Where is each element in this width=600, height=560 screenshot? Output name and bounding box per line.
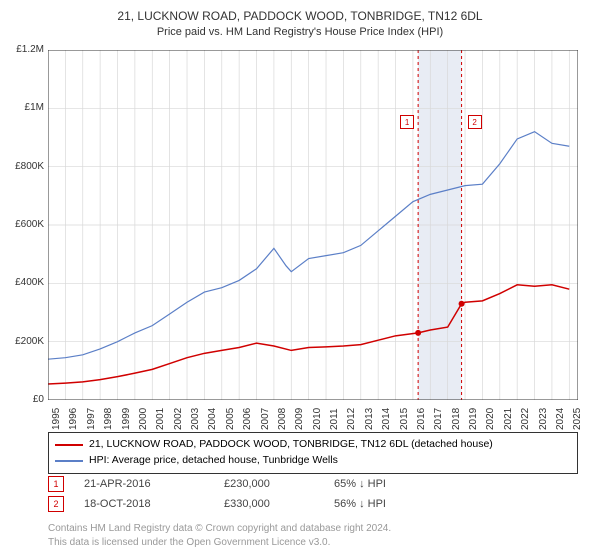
y-tick-label: £600K xyxy=(2,219,44,230)
x-tick-label: 2003 xyxy=(190,408,201,430)
x-tick-label: 2021 xyxy=(503,408,514,430)
chart-area xyxy=(48,50,578,400)
chart-title: 21, LUCKNOW ROAD, PADDOCK WOOD, TONBRIDG… xyxy=(0,8,600,25)
x-tick-label: 2005 xyxy=(225,408,236,430)
x-tick-label: 2013 xyxy=(364,408,375,430)
event-num-2: 2 xyxy=(48,496,64,512)
legend-swatch-property xyxy=(55,444,83,446)
chart-svg xyxy=(48,50,578,400)
y-tick-label: £400K xyxy=(2,277,44,288)
legend-row-property: 21, LUCKNOW ROAD, PADDOCK WOOD, TONBRIDG… xyxy=(55,437,571,453)
x-tick-label: 2001 xyxy=(155,408,166,430)
x-tick-label: 2015 xyxy=(399,408,410,430)
event-pct-2: 56% ↓ HPI xyxy=(334,498,444,510)
x-tick-label: 1997 xyxy=(86,408,97,430)
legend-label-hpi: HPI: Average price, detached house, Tunb… xyxy=(89,453,338,469)
y-tick-label: £0 xyxy=(2,394,44,405)
x-tick-label: 2017 xyxy=(433,408,444,430)
title-block: 21, LUCKNOW ROAD, PADDOCK WOOD, TONBRIDG… xyxy=(0,0,600,40)
x-tick-label: 2002 xyxy=(173,408,184,430)
y-tick-label: £1M xyxy=(2,102,44,113)
marker-box-1: 1 xyxy=(400,115,414,129)
event-date-2: 18-OCT-2018 xyxy=(84,498,224,510)
x-tick-label: 2012 xyxy=(346,408,357,430)
x-tick-label: 2000 xyxy=(138,408,149,430)
event-date-1: 21-APR-2016 xyxy=(84,478,224,490)
x-tick-label: 2014 xyxy=(381,408,392,430)
x-tick-label: 2006 xyxy=(242,408,253,430)
x-tick-label: 2011 xyxy=(329,408,340,430)
footer: Contains HM Land Registry data © Crown c… xyxy=(48,522,391,550)
x-tick-label: 2019 xyxy=(468,408,479,430)
x-tick-label: 2020 xyxy=(485,408,496,430)
event-price-2: £330,000 xyxy=(224,498,334,510)
legend-row-hpi: HPI: Average price, detached house, Tunb… xyxy=(55,453,571,469)
chart-container: 21, LUCKNOW ROAD, PADDOCK WOOD, TONBRIDG… xyxy=(0,0,600,560)
event-price-1: £230,000 xyxy=(224,478,334,490)
x-tick-label: 1998 xyxy=(103,408,114,430)
x-tick-label: 2007 xyxy=(260,408,271,430)
events-table: 1 21-APR-2016 £230,000 65% ↓ HPI 2 18-OC… xyxy=(48,474,444,514)
x-tick-label: 2025 xyxy=(572,408,583,430)
x-tick-label: 2023 xyxy=(538,408,549,430)
x-tick-label: 1995 xyxy=(51,408,62,430)
x-tick-label: 2024 xyxy=(555,408,566,430)
x-tick-label: 2008 xyxy=(277,408,288,430)
x-tick-label: 1999 xyxy=(121,408,132,430)
y-tick-label: £800K xyxy=(2,161,44,172)
x-tick-label: 2010 xyxy=(312,408,323,430)
x-tick-label: 2022 xyxy=(520,408,531,430)
event-row-2: 2 18-OCT-2018 £330,000 56% ↓ HPI xyxy=(48,494,444,514)
event-num-1: 1 xyxy=(48,476,64,492)
legend-label-property: 21, LUCKNOW ROAD, PADDOCK WOOD, TONBRIDG… xyxy=(89,437,493,453)
y-tick-label: £200K xyxy=(2,336,44,347)
legend-swatch-hpi xyxy=(55,460,83,462)
y-tick-label: £1.2M xyxy=(2,44,44,55)
x-tick-label: 1996 xyxy=(68,408,79,430)
x-tick-label: 2009 xyxy=(294,408,305,430)
chart-subtitle: Price paid vs. HM Land Registry's House … xyxy=(0,25,600,40)
event-pct-1: 65% ↓ HPI xyxy=(334,478,444,490)
marker-box-2: 2 xyxy=(468,115,482,129)
footer-line-2: This data is licensed under the Open Gov… xyxy=(48,536,391,550)
footer-line-1: Contains HM Land Registry data © Crown c… xyxy=(48,522,391,536)
x-tick-label: 2018 xyxy=(451,408,462,430)
legend: 21, LUCKNOW ROAD, PADDOCK WOOD, TONBRIDG… xyxy=(48,432,578,474)
event-row-1: 1 21-APR-2016 £230,000 65% ↓ HPI xyxy=(48,474,444,494)
x-tick-label: 2004 xyxy=(207,408,218,430)
x-tick-label: 2016 xyxy=(416,408,427,430)
